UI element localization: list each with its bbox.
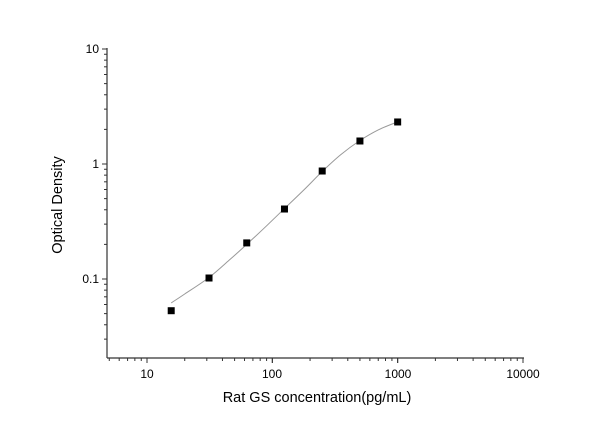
data-point-marker: [205, 274, 213, 282]
data-point-marker: [356, 137, 364, 145]
y-axis: [102, 48, 108, 358]
data-point-marker: [318, 167, 326, 175]
x-tick-label-10000: 10000: [506, 367, 540, 381]
plot-area: [167, 118, 402, 315]
x-tick-label-10: 10: [140, 367, 154, 381]
y-tick-label-0.1: 0.1: [82, 272, 99, 286]
data-point-marker: [394, 118, 402, 126]
x-axis: [107, 357, 524, 363]
x-axis-title: Rat GS concentration(pg/mL): [223, 390, 412, 406]
data-point-marker: [243, 239, 251, 247]
data-point-marker: [167, 307, 175, 315]
y-axis-title: Optical Density: [50, 156, 66, 254]
y-tick-label-10: 10: [86, 42, 100, 56]
x-tick-label-100: 100: [262, 367, 282, 381]
y-tick-label-1: 1: [92, 157, 99, 171]
data-point-marker: [280, 205, 288, 213]
x-tick-label-1000: 1000: [385, 367, 412, 381]
